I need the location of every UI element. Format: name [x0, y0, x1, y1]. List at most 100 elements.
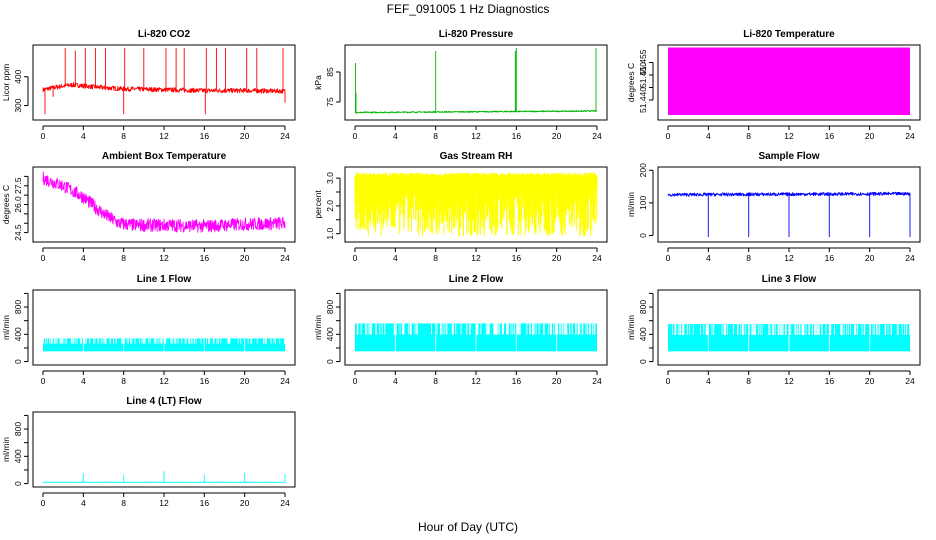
y-tick-label: 85: [325, 67, 335, 77]
x-tick-label: 0: [666, 253, 671, 263]
series-gaps: [42, 337, 286, 353]
x-tick-label: 24: [280, 376, 290, 386]
y-tick-label: 400: [325, 327, 335, 341]
x-tick-label: 8: [433, 131, 438, 141]
x-tick-label: 24: [905, 253, 915, 263]
plot-frame: [657, 289, 921, 366]
plot-area: [42, 47, 286, 115]
panel-title: Li-820 Temperature: [743, 29, 835, 40]
x-tick-label: 4: [706, 131, 711, 141]
plot-area: [355, 322, 597, 353]
y-tick-label: 51.450: [638, 62, 648, 88]
y-tick-label: 400: [13, 449, 23, 463]
y-tick-label: 0: [325, 359, 335, 364]
x-tick-label: 20: [240, 253, 250, 263]
x-tick-label: 8: [433, 376, 438, 386]
y-tick-label: 200: [638, 163, 648, 177]
plot-frame: [344, 289, 608, 366]
x-tick-label: 12: [471, 376, 481, 386]
x-tick-label: 4: [706, 253, 711, 263]
x-tick-label: 16: [200, 253, 210, 263]
y-tick-label: 100: [638, 196, 648, 210]
panel-ambient: Ambient Box Temperature degrees C 0 4 8 12 16 2…: [1, 151, 296, 263]
y-tick-label: 24.5: [13, 224, 23, 241]
y-tick-label: 27.5: [13, 177, 23, 194]
x-tick-label: 8: [121, 376, 126, 386]
panel-title: Sample Flow: [758, 151, 819, 162]
x-tick-label: 24: [592, 253, 602, 263]
plot-frame: [657, 44, 921, 121]
y-tick-label: 1.0: [325, 227, 335, 239]
x-tick-label: 0: [666, 131, 671, 141]
panel-title: Ambient Box Temperature: [102, 151, 227, 162]
y-axis-label: ml/min: [1, 437, 11, 462]
figure-xlabel: Hour of Day (UTC): [418, 520, 518, 534]
x-tick-label: 24: [280, 498, 290, 508]
x-tick-label: 20: [865, 253, 875, 263]
y-tick-label: 75: [325, 97, 335, 107]
plot-area: [354, 48, 598, 114]
x-tick-label: 16: [200, 376, 210, 386]
x-tick-label: 16: [825, 376, 835, 386]
series-fill: [668, 47, 910, 115]
y-axis-label: ml/min: [313, 315, 323, 340]
x-tick-label: 16: [200, 498, 210, 508]
y-axis-label: degrees C: [626, 63, 636, 102]
panel-title: Li-820 Pressure: [439, 29, 514, 40]
panel-co2: Li-820 CO2 Licor ppm 0 4 8 12 16 20 24 300 400: [1, 29, 296, 141]
plot-area: [667, 191, 911, 238]
y-tick-label: 51.455: [638, 49, 648, 75]
x-tick-label: 24: [280, 131, 290, 141]
x-tick-label: 20: [552, 253, 562, 263]
plot-frame: [344, 166, 608, 243]
plot-frame: [32, 166, 296, 243]
x-tick-label: 16: [825, 131, 835, 141]
series-line: [42, 471, 286, 483]
x-tick-label: 12: [159, 498, 169, 508]
x-tick-label: 0: [41, 498, 46, 508]
x-tick-label: 8: [121, 131, 126, 141]
series-line: [42, 47, 286, 115]
x-tick-label: 12: [784, 253, 794, 263]
y-tick-label: 800: [638, 300, 648, 314]
x-tick-label: 4: [393, 376, 398, 386]
plot-frame: [32, 411, 296, 488]
x-tick-label: 4: [393, 253, 398, 263]
x-tick-label: 12: [784, 131, 794, 141]
x-tick-label: 4: [81, 376, 86, 386]
plot-area: [42, 471, 286, 483]
plot-frame: [657, 166, 921, 243]
plot-area: [668, 322, 911, 353]
x-tick-label: 8: [121, 253, 126, 263]
plot-frame: [32, 289, 296, 366]
panel-temperature: Li-820 Temperature degrees C 0 4 8 12 16 20 24 51…: [626, 29, 921, 141]
panel-pressure: Li-820 Pressure kPa 0 4 8 12 16 20 24 75 85: [313, 29, 608, 141]
series-line: [42, 171, 286, 233]
x-tick-label: 20: [240, 376, 250, 386]
x-tick-label: 0: [353, 376, 358, 386]
panel-rh: Gas Stream RH percent 0 4 8 12 16 20 24 1.0 2.0 3.0: [313, 151, 608, 263]
y-tick-label: 300: [13, 98, 23, 112]
x-tick-label: 20: [552, 376, 562, 386]
x-tick-label: 16: [825, 253, 835, 263]
y-axis-label: ml/min: [626, 192, 636, 217]
series-gaps: [672, 322, 911, 353]
y-axis-label: Licor ppm: [1, 64, 11, 101]
x-tick-label: 0: [41, 131, 46, 141]
x-tick-label: 8: [433, 253, 438, 263]
panel-line3: Line 3 Flow ml/min 0 4 8 12 16 20 24 0 400 800: [626, 274, 921, 386]
x-tick-label: 0: [41, 253, 46, 263]
y-axis-label: percent: [313, 190, 323, 219]
plot-area: [354, 172, 598, 237]
y-tick-label: 26.0: [13, 196, 23, 213]
x-tick-label: 16: [512, 253, 522, 263]
x-tick-label: 4: [81, 131, 86, 141]
y-tick-label: 400: [13, 69, 23, 83]
plot-frame: [32, 44, 296, 121]
series-gaps: [356, 322, 596, 353]
panel-title: Line 4 (LT) Flow: [126, 396, 202, 407]
panel-title: Gas Stream RH: [440, 151, 513, 162]
y-axis-label: kPa: [313, 75, 323, 90]
x-tick-label: 0: [353, 253, 358, 263]
